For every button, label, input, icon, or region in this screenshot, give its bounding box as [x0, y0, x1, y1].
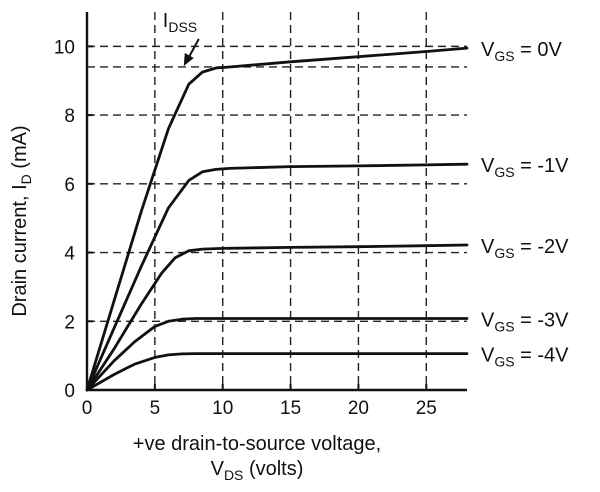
series-line	[85, 352, 469, 392]
y-tick-label: 4	[64, 244, 75, 265]
idss-label: IDSS	[163, 10, 197, 35]
idss-arrow-head	[183, 52, 194, 66]
y-tick-label: 0	[64, 381, 75, 402]
series-label: VGS = -1V	[481, 155, 569, 180]
series-label: VGS = -3V	[481, 310, 569, 335]
series-label: VGS = -4V	[481, 345, 569, 370]
series-label: VGS = -2V	[481, 236, 569, 261]
x-tick-label: 0	[82, 398, 93, 419]
series-label: VGS = 0V	[481, 39, 562, 64]
x-tick-label: 15	[280, 398, 301, 419]
x-tick-label: 25	[416, 398, 437, 419]
y-tick-label: 10	[54, 37, 75, 58]
y-tick-label: 8	[64, 106, 75, 127]
series-labels: VGS = 0V VGS = -1V VGS = -2V VGS = -3V VGS =…	[481, 39, 569, 369]
y-tick-label: 6	[64, 175, 75, 196]
curves	[85, 46, 469, 392]
x-axis-label-line1: +ve drain-to-source voltage,	[133, 433, 381, 455]
grid	[87, 12, 467, 390]
series-line	[85, 317, 469, 392]
series-line	[85, 46, 469, 392]
x-axis-label-line2: VDS (volts)	[211, 458, 304, 483]
x-tick-label: 10	[212, 398, 233, 419]
series-line	[85, 162, 469, 392]
series-line	[85, 243, 469, 392]
y-axis-label: Drain current, ID (mA)	[9, 125, 34, 316]
x-tick-label: 5	[150, 398, 161, 419]
x-tick-label: 20	[348, 398, 369, 419]
annotation: IDSS	[163, 10, 200, 66]
axes	[85, 12, 467, 392]
y-tick-label: 2	[64, 312, 75, 333]
